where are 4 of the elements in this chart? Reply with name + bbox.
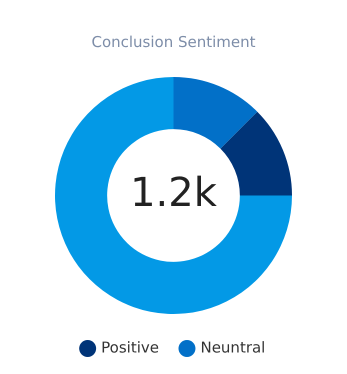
text: 1.2k xyxy=(130,170,218,216)
chart-title: Conclusion Sentiment xyxy=(91,32,256,51)
legend-label: Positive xyxy=(101,338,159,356)
legend-label: Neuntral xyxy=(200,338,266,356)
